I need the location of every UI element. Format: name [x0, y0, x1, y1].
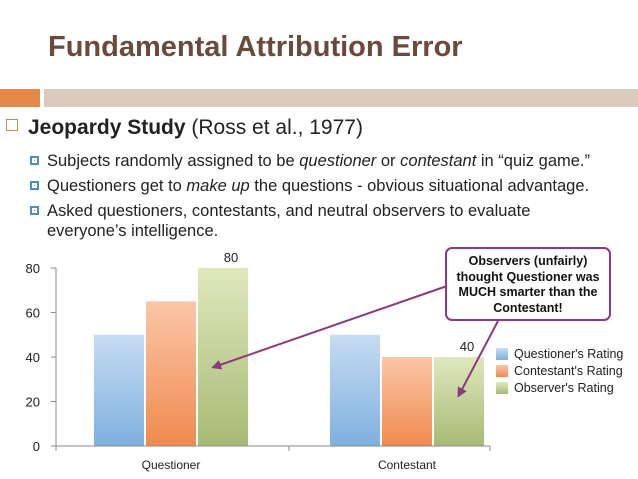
legend-label: Questioner's Rating — [514, 347, 624, 361]
bullet-box-icon — [6, 119, 18, 131]
title-underline-bar — [44, 89, 638, 107]
callout-line-4: Contestant! — [493, 300, 563, 315]
legend-item-questioner: Questioner's Rating — [496, 346, 623, 363]
bar-contestant-series-0 — [330, 334, 380, 446]
legend-swatch — [496, 365, 508, 377]
bullet-jeopardy-study: Jeopardy Study (Ross et al., 1977) — [6, 116, 363, 140]
sub-bullet-line-2: everyone’s intelligence. — [47, 222, 219, 240]
callout-arrow-questioner — [211, 285, 448, 370]
title-accent-bar — [0, 89, 40, 107]
sub-bullet-em-contestant: contestant — [400, 152, 477, 170]
legend-item-contestant: Contestant's Rating — [496, 363, 623, 380]
bar-questioner-series-0 — [94, 334, 144, 446]
sub-bullet-square-icon — [30, 206, 39, 215]
x-tick-label: Questioner — [142, 458, 201, 472]
callout-line-1: Observers (unfairly) — [468, 254, 588, 268]
bar-contestant-series-2 — [434, 357, 484, 446]
sub-bullet-square-icon — [30, 156, 39, 165]
y-tick-label: 80 — [26, 261, 40, 276]
sub-bullet-em-questioner: questioner — [299, 152, 377, 170]
legend-label: Contestant's Rating — [514, 364, 623, 378]
sub-bullet-text-b: the questions - obvious situational adva… — [249, 177, 590, 195]
legend-swatch — [496, 382, 508, 394]
data-label: 40 — [460, 339, 474, 354]
sub-bullet-line-1: Asked questioners, contestants, and neut… — [47, 202, 531, 220]
sub-bullet-square-icon — [30, 181, 39, 190]
sub-bullet-text-c: in “quiz game.” — [476, 152, 590, 170]
observer-callout-box: Observers (unfairly) thought Questioner … — [445, 247, 611, 321]
x-tick-label: Contestant — [378, 458, 437, 472]
bullet-bold-text: Jeopardy Study — [28, 116, 186, 139]
callout-line-2: thought Questioner was — [456, 269, 600, 284]
y-tick-label: 40 — [26, 350, 40, 365]
sub-bullet-advantage: Questioners get to make up the questions… — [30, 176, 589, 196]
chart-legend: Questioner's Rating Contestant's Rating … — [496, 346, 623, 397]
callout-line-3: MUCH smarter than the — [458, 285, 598, 299]
sub-bullet-text-b: or — [376, 152, 401, 170]
bar-contestant-series-1 — [382, 357, 432, 446]
legend-swatch — [496, 348, 508, 360]
y-tick-label: 60 — [26, 306, 40, 321]
sub-bullet-assignment: Subjects randomly assigned to be questio… — [30, 151, 590, 171]
sub-bullet-em-make-up: make up — [186, 177, 250, 195]
sub-bullet-text-a: Subjects randomly assigned to be — [47, 152, 300, 170]
y-tick-label: 20 — [26, 395, 40, 410]
bar-questioner-series-2 — [198, 268, 248, 446]
callout-arrow-contestant — [457, 320, 499, 398]
slide-title: Fundamental Attribution Error — [48, 31, 463, 63]
data-label: 80 — [224, 250, 238, 265]
legend-item-observer: Observer's Rating — [496, 380, 623, 397]
bar-questioner-series-1 — [146, 301, 196, 446]
legend-label: Observer's Rating — [514, 381, 614, 395]
y-tick-label: 0 — [33, 439, 40, 454]
bullet-citation: (Ross et al., 1977) — [185, 116, 363, 139]
sub-bullet-evaluation: Asked questioners, contestants, and neut… — [30, 201, 530, 241]
sub-bullet-text-a: Questioners get to — [47, 177, 187, 195]
